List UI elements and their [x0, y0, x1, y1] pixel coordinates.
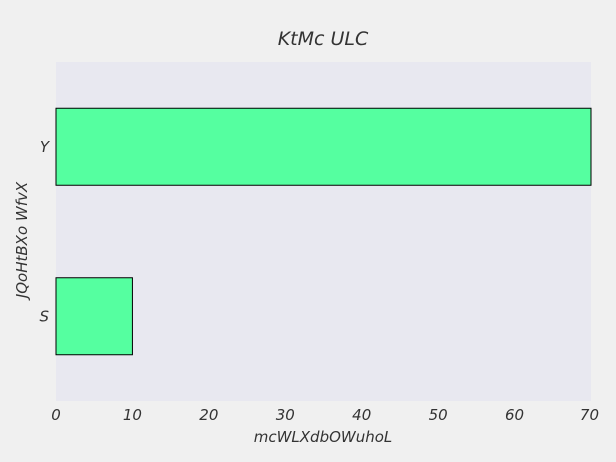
x-tick-label-30: 30: [276, 406, 295, 424]
y-tick-label-s: S: [39, 307, 49, 325]
x-tick-label-0: 0: [51, 406, 61, 424]
x-tick-labels: 0 10 20 30 40 50 60 70: [51, 406, 599, 424]
y-axis-label: JQoHtBXo WfvX: [13, 181, 31, 301]
bars-group: [55, 107, 592, 356]
x-tick-label-10: 10: [123, 406, 142, 424]
y-tick-labels: SY: [39, 138, 50, 326]
y-tick-label-y: Y: [40, 138, 51, 156]
chart-title: KtMc ULC: [278, 28, 369, 50]
bar-s: [55, 277, 133, 356]
x-tick-label-70: 70: [580, 406, 599, 424]
x-tick-label-50: 50: [429, 406, 448, 424]
bar-y: [55, 107, 592, 186]
x-tick-label-60: 60: [505, 406, 524, 424]
x-axis-label: mcWLXdbOWuhoL: [254, 428, 393, 446]
x-tick-label-20: 20: [199, 406, 218, 424]
x-tick-label-40: 40: [352, 406, 371, 424]
